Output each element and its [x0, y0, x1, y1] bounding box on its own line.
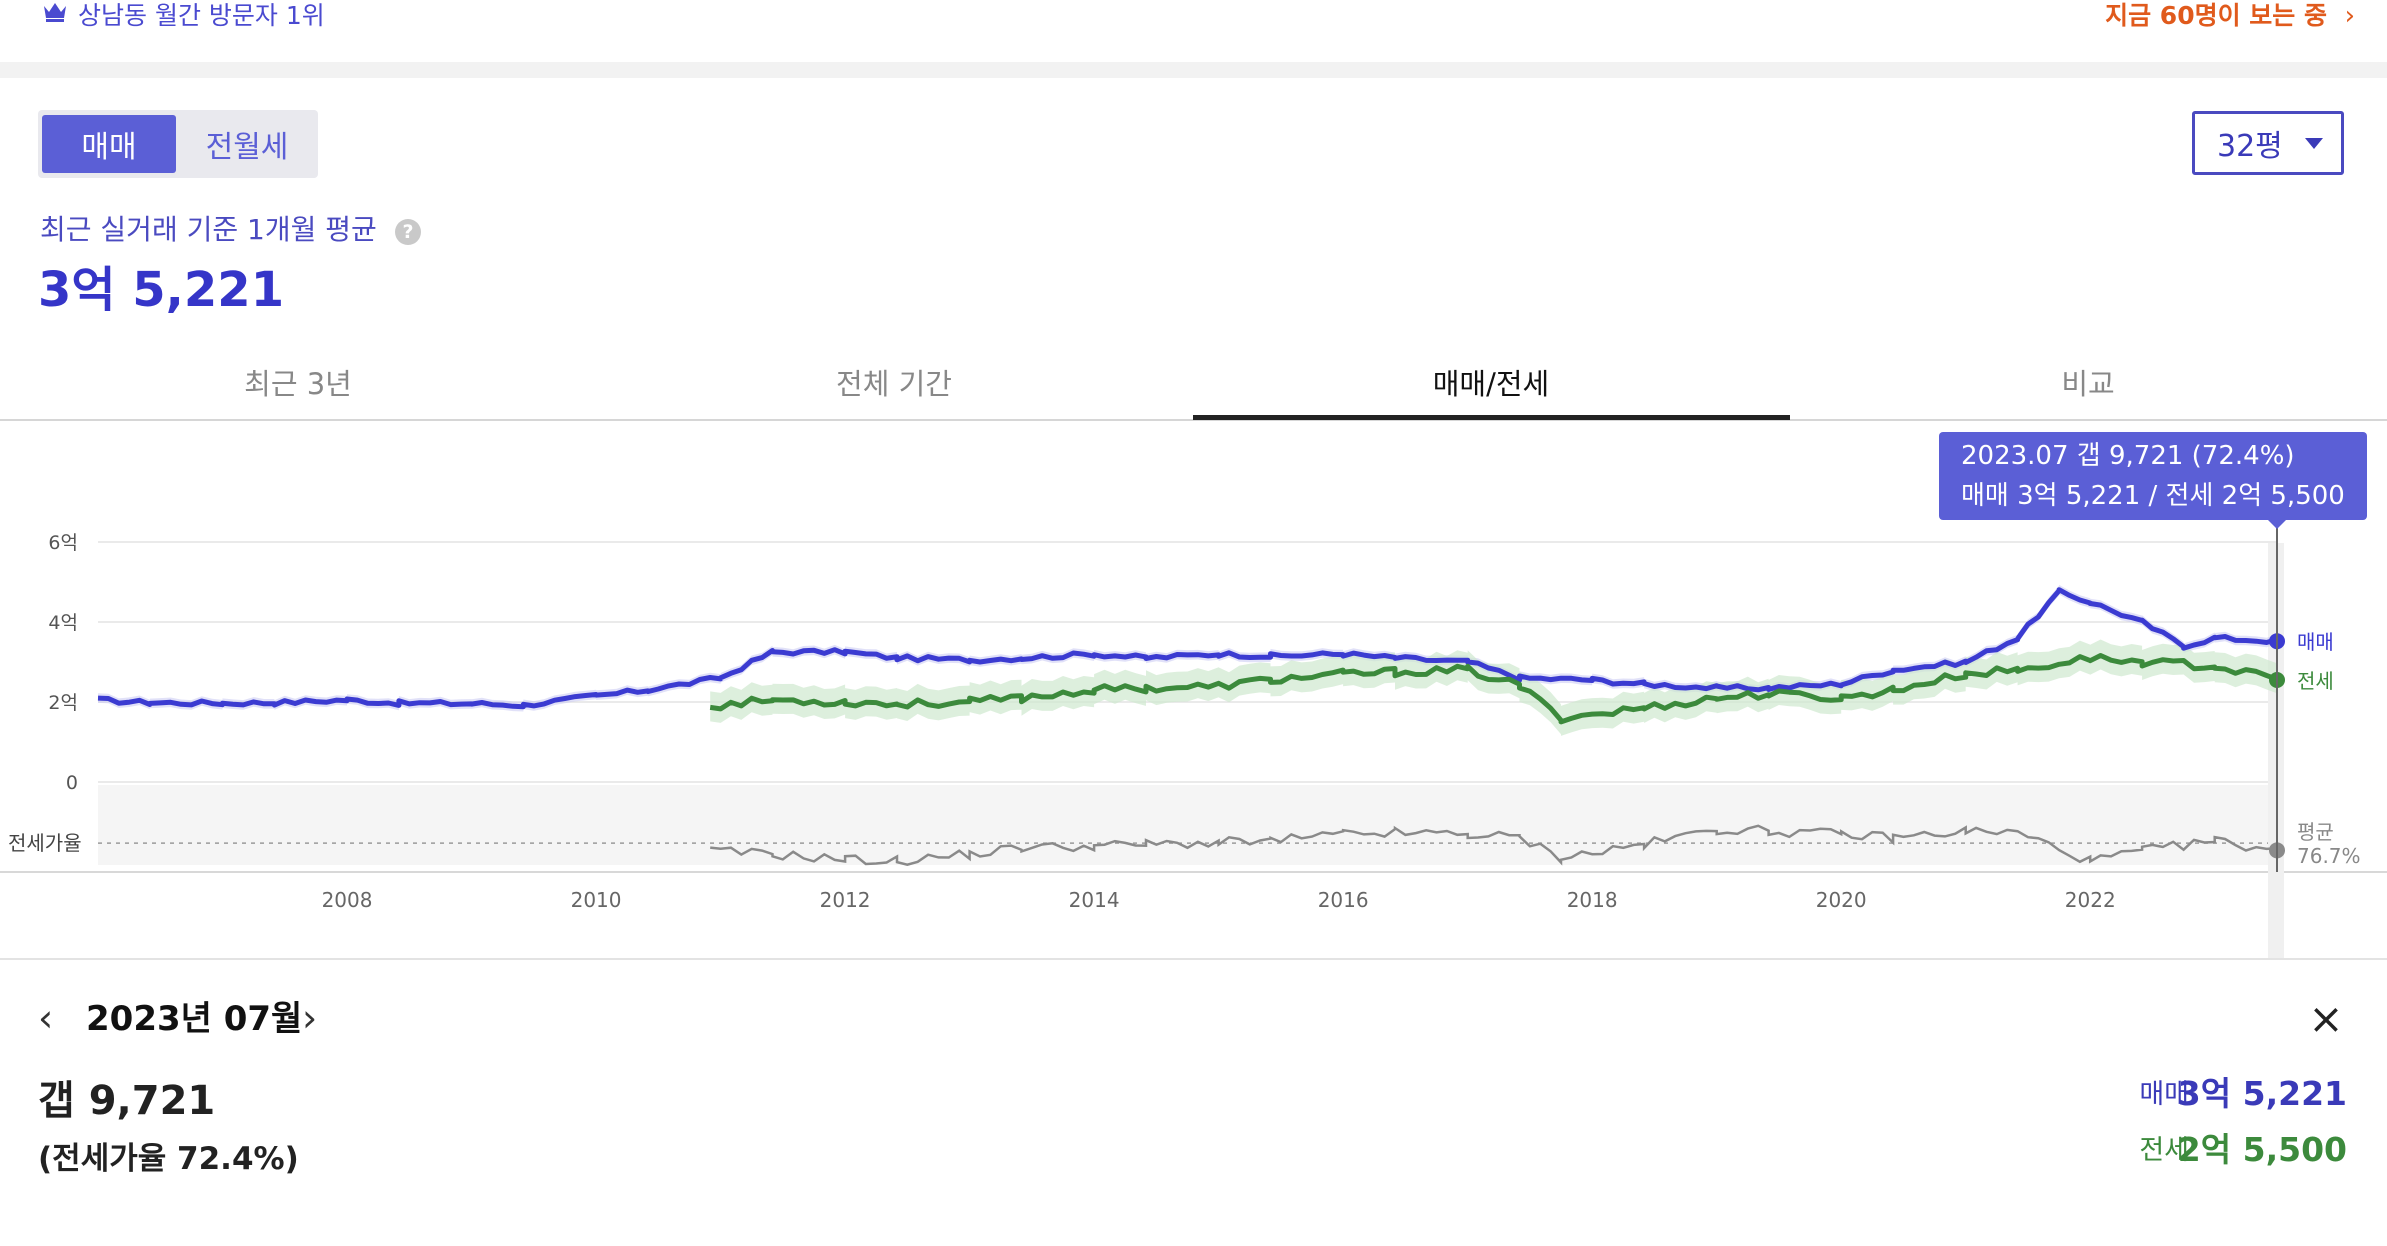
x-tick-label: 2020: [1816, 888, 1867, 912]
close-icon[interactable]: ×: [2308, 994, 2344, 1043]
x-tick-label: 2012: [820, 888, 871, 912]
ratio-axis-label: 전세가율: [8, 831, 82, 855]
price-chart[interactable]: 0 2억 4억 6억 2008 2010 2012 2014 2016 2018 2020 2022 매…: [0, 421, 2387, 958]
x-tick-label: 2018: [1567, 888, 1618, 912]
chevron-right-icon[interactable]: ›: [2344, 1, 2355, 31]
active-tab-indicator: [1193, 415, 1790, 420]
sale-series-label: 매매: [2297, 630, 2334, 654]
sale-price-line: [97, 587, 2280, 710]
x-tick-label: 2016: [1318, 888, 1369, 912]
y-tick-label: 2억: [48, 692, 78, 714]
x-tick-label: 2022: [2065, 888, 2116, 912]
trade-tab-rent[interactable]: 전월세: [205, 130, 289, 165]
y-tick-label: 0: [66, 772, 78, 794]
viewing-now-link[interactable]: 지금 60명이 보는 중: [2105, 1, 2327, 30]
x-tick-label: 2010: [571, 888, 622, 912]
jeonse-series-label: 전세: [2297, 669, 2334, 693]
jeonse-ratio-line: [710, 824, 2279, 866]
sale-range-band: [98, 584, 2277, 712]
tooltip-pointer: [2268, 520, 2286, 529]
x-tick-label: 2008: [322, 888, 373, 912]
top-banner: 상남동 월간 방문자 1위 지금 60명이 보는 중 ›: [0, 0, 2387, 62]
chevron-right-icon[interactable]: ›: [302, 996, 318, 1040]
section-divider: [0, 62, 2387, 78]
gap-amount: 갭 9,721: [38, 1078, 216, 1124]
jeonse-range-band: [710, 639, 2278, 736]
chevron-left-icon[interactable]: ‹: [38, 996, 54, 1040]
price-basis-label: 최근 실거래 기준 1개월 평균: [40, 213, 377, 246]
tabs-baseline: [0, 419, 2387, 421]
x-tick-label: 2014: [1069, 888, 1120, 912]
y-tick-label: 4억: [48, 612, 78, 634]
tab-all-period[interactable]: 전체 기간: [836, 367, 952, 401]
tooltip-price-line: 매매 3억 5,221 / 전세 2억 5,500: [1961, 481, 2345, 511]
caret-down-icon: [2305, 138, 2323, 149]
area-select[interactable]: 32평: [2192, 111, 2344, 175]
selected-month: 2023년 07월: [86, 999, 303, 1039]
y-tick-label: 6억: [48, 532, 78, 554]
sale-value: 3억 5,221: [2177, 1074, 2347, 1113]
jeonse-label: 전세: [2139, 1135, 2189, 1166]
visitor-rank-text: 상남동 월간 방문자 1위: [78, 1, 325, 30]
tab-sale-jeonse[interactable]: 매매/전세: [1432, 367, 1550, 401]
trade-type-toggle: 매매 전월세: [38, 110, 318, 178]
tooltip-gap-line: 2023.07 갭 9,721 (72.4%): [1961, 441, 2295, 471]
ratio-strip: [98, 785, 2278, 865]
jeonse-value: 2억 5,500: [2177, 1130, 2347, 1169]
crown-icon: [44, 3, 66, 22]
tab-recent-3y[interactable]: 최근 3년: [244, 367, 352, 401]
chart-tooltip: 2023.07 갭 9,721 (72.4%) 매매 3억 5,221 / 전세…: [1939, 432, 2367, 520]
help-icon[interactable]: ?: [395, 219, 421, 245]
average-price: 3억 5,221: [38, 262, 285, 318]
ratio-average-value: 76.7%: [2297, 844, 2361, 868]
area-select-value: 32평: [2217, 129, 2283, 164]
tab-compare[interactable]: 비교: [2061, 367, 2115, 401]
ratio-average-label: 평균: [2297, 820, 2334, 844]
detail-divider: [0, 958, 2387, 960]
sale-label: 매매: [2139, 1079, 2189, 1110]
trade-tab-sale[interactable]: 매매: [42, 115, 176, 173]
jeonse-price-line: [709, 653, 2280, 725]
jeonse-ratio: (전세가율 72.4%): [38, 1141, 299, 1177]
